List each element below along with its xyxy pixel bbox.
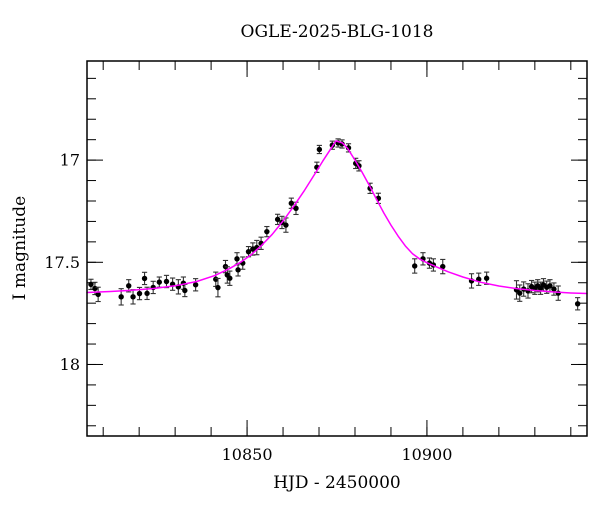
data-point-with-errorbar <box>163 274 170 289</box>
data-point-with-errorbar <box>141 271 148 286</box>
data-point-with-errorbar <box>169 277 176 291</box>
plot-title: OGLE-2025-BLG-1018 <box>241 22 434 42</box>
data-point <box>118 294 124 300</box>
data-point <box>288 200 295 206</box>
plot-frame <box>86 60 588 437</box>
data-point <box>215 284 221 291</box>
data-point-with-errorbar <box>517 284 523 302</box>
data-point-with-errorbar <box>520 281 527 297</box>
data-point-with-errorbar <box>551 282 557 296</box>
data-point <box>264 228 270 235</box>
x-axis-label: HJD - 2450000 <box>273 473 401 493</box>
data-layer <box>86 138 588 311</box>
data-point-with-errorbar <box>150 280 156 295</box>
model-curve <box>86 140 588 295</box>
data-point <box>227 275 233 281</box>
axis-ticks <box>87 61 587 436</box>
data-point <box>192 282 199 288</box>
data-point <box>411 263 418 269</box>
y-tick-label: 17.5 <box>44 253 80 272</box>
data-point <box>547 283 553 289</box>
data-point-with-errorbar <box>476 272 482 286</box>
data-point <box>95 291 101 298</box>
data-point <box>555 290 561 296</box>
data-point <box>141 275 148 282</box>
data-point-with-errorbar <box>574 297 581 311</box>
data-point-with-errorbar <box>293 201 299 216</box>
data-point <box>293 205 299 212</box>
data-point-with-errorbar <box>215 277 221 298</box>
data-point-with-errorbar <box>513 280 520 300</box>
data-point-with-errorbar <box>288 197 295 209</box>
data-point <box>274 216 281 223</box>
data-point-with-errorbar <box>274 213 281 226</box>
data-point <box>245 248 252 255</box>
data-point-with-errorbar <box>264 225 270 238</box>
data-point <box>574 301 581 307</box>
data-point <box>144 290 150 297</box>
data-point <box>234 256 240 262</box>
data-point-with-errorbar <box>192 278 199 292</box>
y-tick-label: 17 <box>60 151 80 170</box>
data-point <box>440 263 446 270</box>
data-point <box>92 285 98 292</box>
data-point-with-errorbar <box>440 258 446 275</box>
data-point-with-errorbar <box>156 276 163 288</box>
data-point <box>136 290 143 297</box>
data-point-with-errorbar <box>144 286 150 301</box>
data-point <box>182 287 188 294</box>
data-point <box>88 281 94 288</box>
data-point <box>156 279 163 285</box>
data-point-with-errorbar <box>483 271 490 285</box>
data-point-with-errorbar <box>555 285 561 301</box>
data-point-with-errorbar <box>420 252 426 266</box>
data-point <box>283 222 289 228</box>
data-point-with-errorbar <box>316 144 323 155</box>
x-tick-label: 10850 <box>222 445 273 464</box>
data-point <box>517 290 523 296</box>
data-point-with-errorbar <box>528 279 535 294</box>
data-point <box>130 294 136 300</box>
data-point <box>235 267 241 273</box>
data-point <box>483 275 490 281</box>
data-point-with-errorbar <box>227 270 233 286</box>
tick-labels: 10850 10900 17 17.5 18 <box>44 151 452 464</box>
x-tick-label: 10900 <box>401 445 452 464</box>
data-point-with-errorbar <box>175 279 182 295</box>
data-point <box>345 145 352 151</box>
data-point-with-errorbar <box>95 286 101 303</box>
y-axis-label: I magnitude <box>10 196 30 300</box>
data-point-with-errorbar <box>411 258 418 274</box>
data-point <box>551 286 557 292</box>
data-point <box>316 146 323 153</box>
data-point <box>163 278 170 285</box>
data-point <box>126 283 132 289</box>
y-tick-label: 18 <box>60 355 80 374</box>
